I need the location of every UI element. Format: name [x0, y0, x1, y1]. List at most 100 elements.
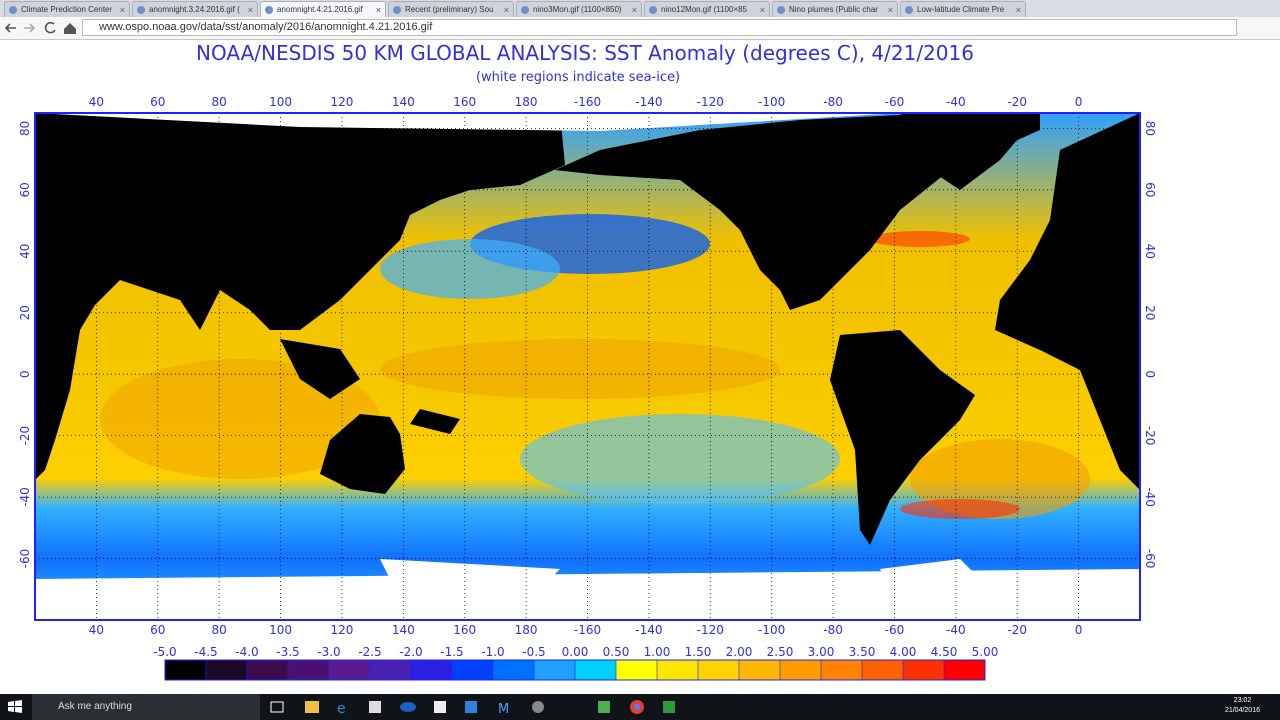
lon-tick-label: -100	[758, 623, 785, 637]
colorbar-tick-label: -3.5	[276, 645, 299, 659]
lon-tick-label: -40	[946, 95, 966, 109]
colorbar-tick-label: 0.50	[603, 645, 630, 659]
lon-tick-label: 80	[212, 95, 227, 109]
lat-tick-label: 80	[1143, 121, 1157, 136]
lon-tick-label: 80	[212, 623, 227, 637]
lon-tick-label: 60	[150, 623, 165, 637]
tab[interactable]: Climate Prediction Center	[4, 1, 130, 17]
colorbar-swatch	[616, 660, 658, 680]
tab[interactable]: Low-latitude Climate Pre	[900, 1, 1026, 17]
taskbar-apps[interactable]: e M	[265, 694, 685, 720]
lon-tick-label: -120	[697, 95, 724, 109]
tab[interactable]: nino12Mon.gif (1100×85	[644, 1, 770, 17]
lat-tick-label: 40	[1143, 244, 1157, 259]
lat-tick-label: 20	[1143, 305, 1157, 320]
lon-tick-label: -160	[574, 95, 601, 109]
colorbar-tick-label: 4.00	[890, 645, 917, 659]
colorbar-tick-label: -4.0	[235, 645, 258, 659]
lon-tick-label: -80	[823, 623, 843, 637]
lon-tick-label: 120	[330, 623, 353, 637]
lon-tick-label: 140	[392, 623, 415, 637]
lon-tick-label: -60	[885, 95, 905, 109]
colorbar-swatch	[452, 660, 494, 680]
lat-tick-label: 60	[1143, 182, 1157, 197]
colorbar-swatch	[247, 660, 289, 680]
colorbar-swatch	[575, 660, 617, 680]
nav-buttons[interactable]	[0, 17, 80, 39]
date: 21/04/2016	[1224, 707, 1260, 714]
lon-tick-label: 140	[392, 95, 415, 109]
colorbar-tick-label: -4.5	[194, 645, 217, 659]
lat-tick-label: 0	[18, 370, 32, 378]
colorbar-tick-label: 3.50	[849, 645, 876, 659]
lon-tick-label: 160	[453, 623, 476, 637]
lat-tick-label: -60	[18, 549, 32, 569]
map-frame	[34, 112, 1141, 621]
colorbar-swatch	[411, 660, 453, 680]
lon-tick-label: 180	[515, 95, 538, 109]
colorbar-swatch	[370, 660, 412, 680]
address-bar[interactable]: www.ospo.noaa.gov/data/sst/anomaly/2016/…	[82, 19, 1237, 36]
lon-tick-label: 0	[1075, 623, 1083, 637]
time: 23:02	[1233, 697, 1252, 704]
colorbar-tick-label: -5.0	[153, 645, 176, 659]
search-box[interactable]: Ask me anything	[32, 694, 260, 720]
colorbar-tick-label: -2.0	[399, 645, 422, 659]
tab[interactable]: anomnight.4.21.2016.gif	[260, 1, 386, 17]
lon-tick-label: -140	[635, 95, 662, 109]
colorbar-tick-label: -1.0	[481, 645, 504, 659]
colorbar-swatch	[821, 660, 863, 680]
lat-tick-label: -60	[1143, 549, 1157, 569]
lat-tick-label: -40	[18, 487, 32, 507]
tab[interactable]: Nino plumes (Public char	[772, 1, 898, 17]
colorbar-tick-label: 5.00	[972, 645, 999, 659]
graticule	[35, 113, 1140, 620]
colorbar-tick-label: -3.0	[317, 645, 340, 659]
lon-tick-label: 60	[150, 95, 165, 109]
lon-tick-label: 180	[515, 623, 538, 637]
lon-tick-label: 0	[1075, 95, 1083, 109]
lat-tick-label: 40	[18, 244, 32, 259]
lon-tick-label: -60	[885, 623, 905, 637]
lat-tick-label: 80	[18, 121, 32, 136]
tab-strip: Climate Prediction Centeranomnight.3.24.…	[0, 0, 1280, 17]
lat-tick-label: -20	[1143, 426, 1157, 446]
svg-text:e: e	[337, 701, 346, 717]
colorbar-tick-label: 0.00	[562, 645, 589, 659]
lon-tick-label: 100	[269, 623, 292, 637]
tab[interactable]: Recent (preliminary) Sou	[388, 1, 514, 17]
colorbar-swatch	[862, 660, 904, 680]
colorbar-swatch	[534, 660, 576, 680]
lon-tick-label: -40	[946, 623, 966, 637]
lat-tick-label: 20	[18, 305, 32, 320]
lon-tick-label: -160	[574, 623, 601, 637]
colorbar-swatch	[657, 660, 699, 680]
start-button[interactable]	[0, 694, 30, 720]
lat-tick-label: -40	[1143, 487, 1157, 507]
colorbar-swatch	[329, 660, 371, 680]
tab[interactable]: nino3Mon.gif (1100×850)	[516, 1, 642, 17]
taskbar: Ask me anything e M 23:02 21/04/2016	[0, 694, 1280, 720]
lat-tick-label: -20	[18, 426, 32, 446]
colorbar-swatch	[206, 660, 248, 680]
colorbar-tick-label: 4.50	[931, 645, 958, 659]
lon-tick-label: 100	[269, 95, 292, 109]
lon-tick-label: 40	[89, 623, 104, 637]
lon-tick-label: -140	[635, 623, 662, 637]
colorbar-tick-label: 1.00	[644, 645, 671, 659]
subtitle: (white regions indicate sea-ice)	[476, 70, 680, 85]
colorbar-swatch	[780, 660, 822, 680]
colorbar-tick-label: 3.00	[808, 645, 835, 659]
colorbar-swatch	[165, 660, 207, 680]
colorbar-swatch	[698, 660, 740, 680]
tab[interactable]: anomnight.3.24.2016.gif (	[132, 1, 258, 17]
clock[interactable]: 23:02 21/04/2016	[1225, 696, 1260, 716]
svg-text:M: M	[498, 702, 509, 717]
colorbar-tick-label: -2.5	[358, 645, 381, 659]
title: NOAA/NESDIS 50 KM GLOBAL ANALYSIS: SST A…	[196, 41, 974, 65]
colorbar-tick-label: 2.00	[726, 645, 753, 659]
page-image: NOAA/NESDIS 50 KM GLOBAL ANALYSIS: SST A…	[18, 41, 1157, 681]
colorbar-swatch	[288, 660, 330, 680]
colorbar-tick-label: -0.5	[522, 645, 545, 659]
colorbar-swatch	[944, 660, 986, 680]
